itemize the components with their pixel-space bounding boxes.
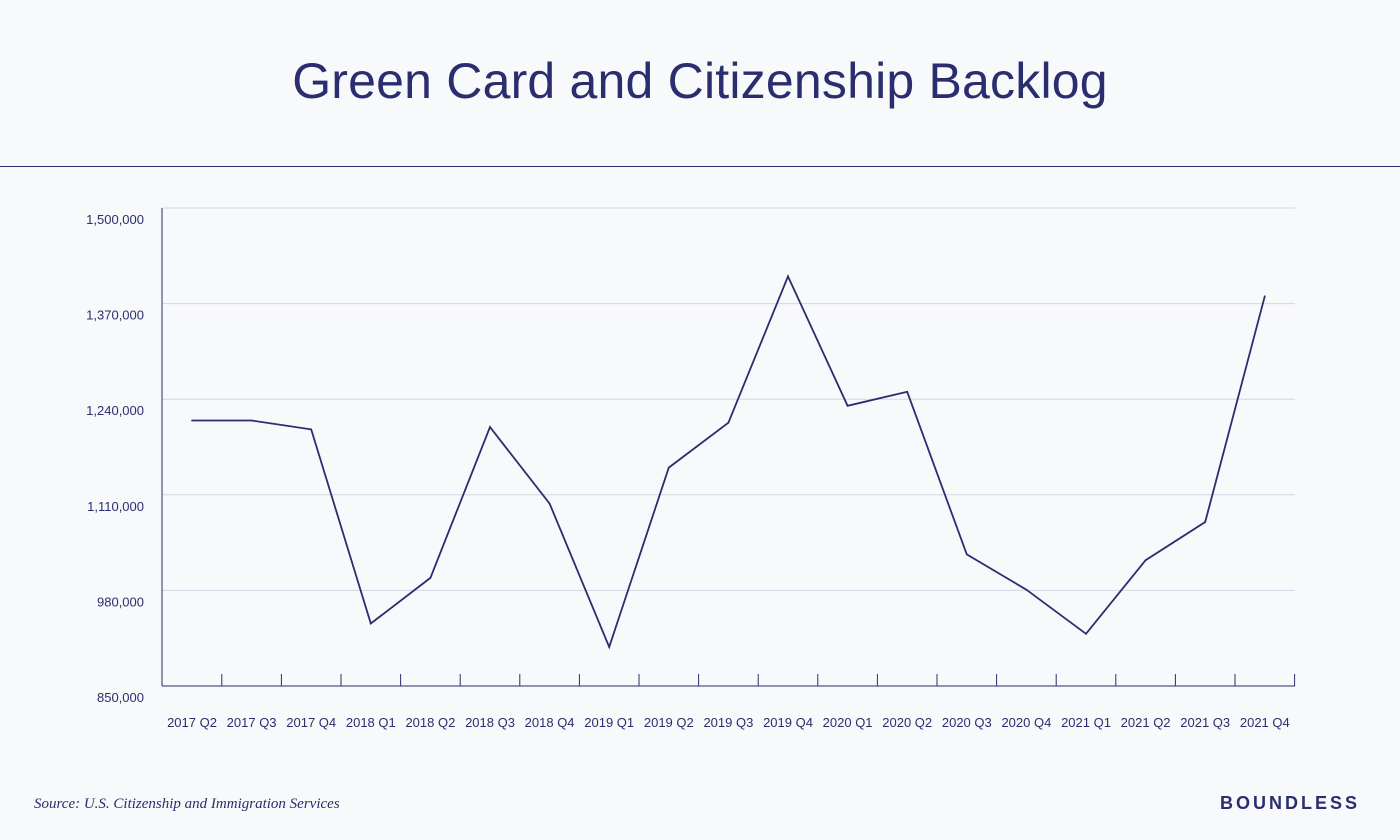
- data-point: [1263, 295, 1266, 298]
- gridlines: [162, 207, 1295, 591]
- x-tick-label: 2021 Q4: [1240, 715, 1290, 730]
- x-tick-label: 2017 Q2: [167, 715, 217, 730]
- series-line: [192, 274, 1266, 650]
- data-point: [1085, 632, 1087, 635]
- data-point: [608, 646, 611, 648]
- data-point: [667, 466, 670, 469]
- data-point: [250, 419, 253, 422]
- x-tick-label: 2019 Q4: [763, 715, 813, 730]
- y-tick-label: 1,110,000: [87, 499, 144, 514]
- y-tick-label: 980,000: [97, 594, 144, 609]
- x-tick-label: 2021 Q3: [1180, 715, 1230, 730]
- data-point: [310, 428, 313, 431]
- data-point: [727, 421, 730, 424]
- data-point: [429, 576, 432, 579]
- x-tick-label: 2021 Q2: [1121, 715, 1171, 730]
- data-point: [965, 553, 968, 556]
- data-point: [1144, 559, 1147, 562]
- data-point: [906, 390, 909, 393]
- y-tick-label: 1,500,000: [86, 212, 144, 227]
- data-point: [787, 275, 789, 278]
- x-tick-label: 2020 Q2: [882, 715, 932, 730]
- x-tick-label: 2017 Q4: [286, 715, 336, 730]
- y-tick-label: 1,370,000: [86, 308, 144, 323]
- x-tick-label: 2018 Q2: [405, 715, 455, 730]
- axes: [161, 208, 1296, 687]
- chart-title: Green Card and Citizenship Backlog: [292, 53, 1108, 109]
- x-axis-tick-labels: 2017 Q2 2017 Q3 2017 Q4 2018 Q1 2018 Q2 2018 …: [167, 715, 1290, 730]
- y-tick-label: 1,240,000: [86, 403, 144, 418]
- x-tick-label: 2018 Q3: [465, 715, 515, 730]
- title-divider: [0, 166, 1400, 167]
- x-tick-label: 2018 Q4: [525, 715, 575, 730]
- x-tick-label: 2020 Q3: [942, 715, 992, 730]
- data-point: [1204, 521, 1207, 523]
- x-tick-label: 2021 Q1: [1061, 715, 1111, 730]
- data-point: [191, 419, 193, 422]
- data-point: [369, 622, 372, 625]
- x-tick-label: 2019 Q1: [584, 715, 634, 730]
- data-point: [489, 426, 491, 429]
- series: [191, 274, 1266, 650]
- data-point: [548, 502, 551, 505]
- y-axis-tick-labels: 850,000 980,000 1,110,000 1,240,000 1,370,00…: [86, 212, 144, 705]
- x-tick-label: 2020 Q4: [1001, 715, 1051, 730]
- x-tick-label: 2019 Q2: [644, 715, 694, 730]
- source-note: Source: U.S. Citizenship and Immigration…: [34, 796, 340, 812]
- x-tick-label: 2017 Q3: [227, 715, 277, 730]
- brand-logo: BOUNDLESS: [1219, 793, 1360, 813]
- y-tick-label: 850,000: [97, 690, 144, 705]
- data-point: [1025, 588, 1028, 591]
- x-tick-label: 2018 Q1: [346, 715, 396, 730]
- data-point: [846, 404, 849, 407]
- x-tick-label: 2020 Q1: [823, 715, 873, 730]
- x-tick-label: 2019 Q3: [703, 715, 753, 730]
